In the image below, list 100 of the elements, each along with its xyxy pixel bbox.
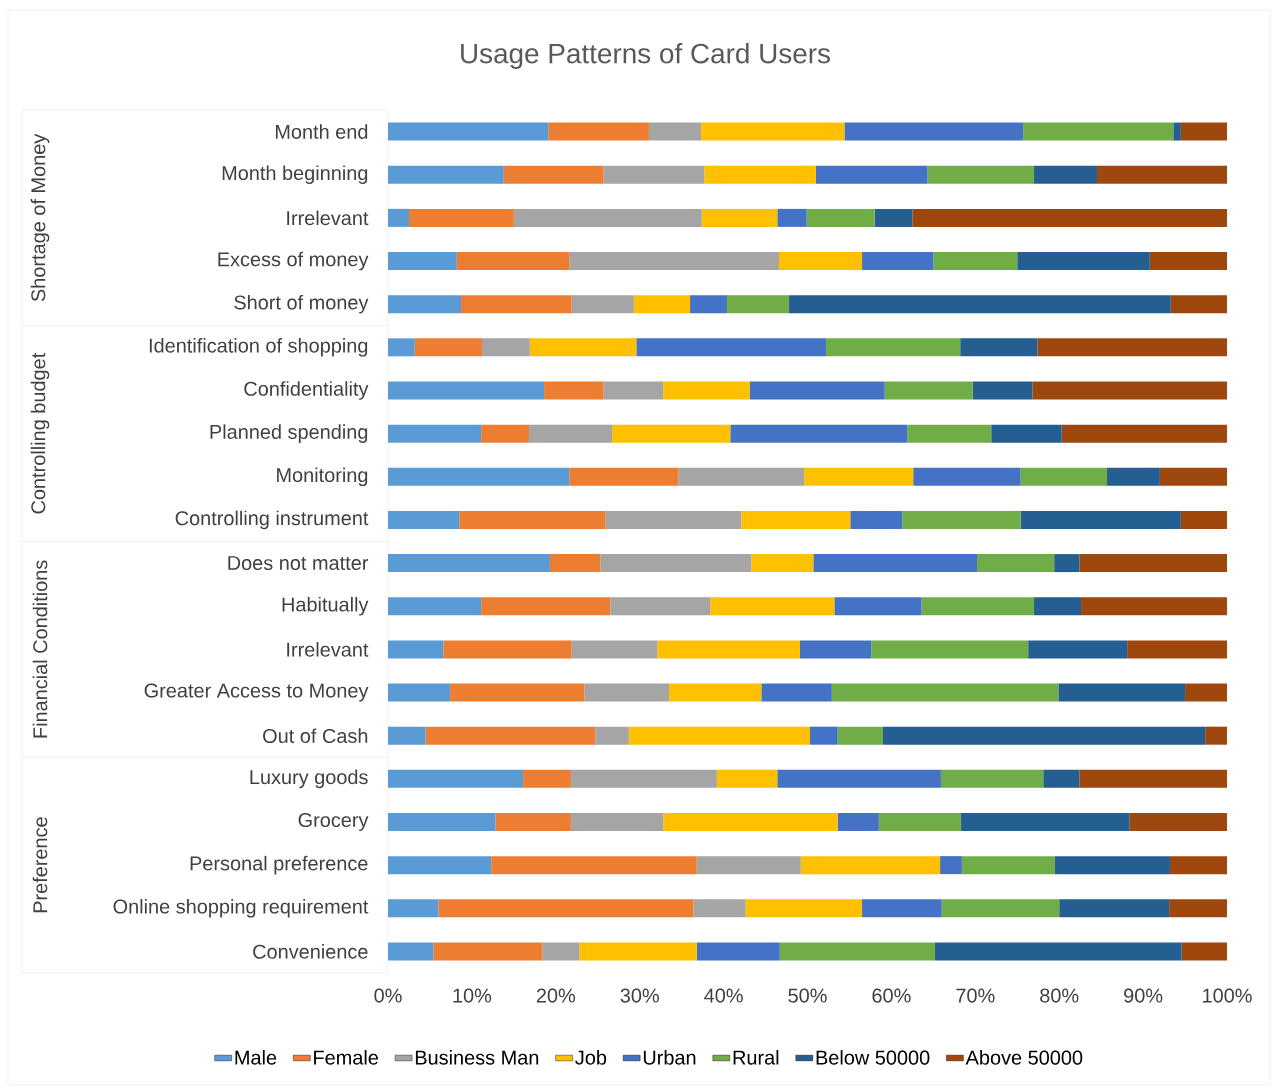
bar — [450, 683, 585, 702]
y-tick-label: Online shopping requirement — [113, 899, 369, 918]
legend-label: Below 50000 — [816, 1050, 930, 1065]
legend-label: Female — [314, 1050, 378, 1065]
bar — [1058, 683, 1186, 702]
bar — [883, 726, 1206, 745]
bar — [696, 942, 780, 961]
y-tick-label: Irrelevant — [287, 210, 369, 226]
bar — [834, 597, 922, 616]
bar — [1180, 122, 1228, 141]
bar — [570, 812, 664, 831]
bar — [696, 856, 801, 875]
bar — [408, 208, 514, 227]
bar — [1185, 683, 1228, 702]
bar — [815, 165, 928, 184]
bar — [481, 338, 530, 357]
bar — [862, 252, 934, 271]
bar — [761, 683, 832, 702]
bar — [701, 208, 778, 227]
bar — [388, 165, 504, 184]
bar — [927, 165, 1035, 184]
y-tick-label: Confidentiality — [244, 381, 369, 400]
bar — [481, 424, 529, 443]
bar — [884, 381, 973, 400]
bar — [878, 812, 962, 831]
bar — [940, 769, 1044, 788]
bar — [542, 942, 580, 961]
bar — [933, 252, 1018, 271]
x-tick-label: 20% — [536, 988, 576, 1003]
bar — [633, 295, 691, 314]
x-tick-label: 30% — [620, 988, 659, 1003]
x-tick-label: 60% — [872, 988, 911, 1003]
bar — [700, 122, 845, 141]
bar — [584, 683, 670, 702]
bar — [745, 899, 863, 918]
bar — [871, 640, 1029, 659]
legend-label: Job — [575, 1050, 607, 1065]
x-tick-label: 70% — [956, 988, 995, 1003]
bar — [1107, 467, 1160, 486]
bar — [1079, 554, 1228, 573]
bar — [778, 252, 863, 271]
bar — [806, 208, 875, 227]
bar — [935, 942, 1182, 961]
bar — [690, 295, 727, 314]
bar — [741, 510, 851, 529]
bar — [461, 295, 572, 314]
bar — [1017, 252, 1150, 271]
bar — [779, 942, 936, 961]
bar — [595, 726, 629, 745]
x-tick-label: 90% — [1124, 988, 1163, 1003]
bar — [571, 640, 658, 659]
bar — [571, 295, 634, 314]
bar — [1023, 122, 1174, 141]
bar — [1159, 467, 1228, 486]
bar — [663, 381, 750, 400]
bar — [710, 597, 835, 616]
bar — [1205, 726, 1228, 745]
bar — [693, 899, 746, 918]
y-tick-label: Controlling instrument — [175, 510, 369, 530]
bar — [940, 856, 962, 875]
bar — [1096, 165, 1228, 184]
bar — [388, 467, 570, 486]
bar — [425, 726, 596, 745]
bar — [388, 381, 545, 400]
bar — [1081, 597, 1228, 616]
text: Shortage of Money — [30, 133, 50, 302]
x-tick-label: 0% — [374, 988, 402, 1003]
y-tick-label: Luxury goods — [250, 769, 368, 789]
chart-title: Usage Patterns of Card Users — [461, 43, 830, 69]
y-tick-label: Irrelevant — [287, 642, 369, 657]
bar — [648, 122, 701, 141]
y-tick-label: Planned spending — [210, 424, 368, 443]
bar — [1127, 640, 1228, 659]
legend-label: Above 50000 — [965, 1050, 1083, 1065]
bar — [972, 381, 1033, 400]
bar — [921, 597, 1035, 616]
bar — [491, 856, 697, 875]
bar — [1028, 640, 1128, 659]
bar — [1059, 899, 1170, 918]
legend-label: Urban — [643, 1050, 696, 1065]
bar — [628, 726, 811, 745]
x-tick-label: 50% — [788, 988, 827, 1003]
bar — [523, 769, 571, 788]
bar — [874, 208, 913, 227]
bar — [1169, 899, 1228, 918]
y-tick-label: Identification of shopping — [149, 338, 368, 357]
bar — [605, 510, 742, 529]
bar — [1020, 467, 1108, 486]
y-tick-label: Month beginning — [222, 165, 368, 185]
y-tick-label: Excess of money — [218, 251, 369, 271]
bar — [388, 597, 482, 616]
bar — [1180, 510, 1228, 529]
bar — [388, 856, 492, 875]
bar — [388, 899, 439, 918]
bar — [726, 295, 790, 314]
bar — [443, 640, 572, 659]
bar — [716, 769, 778, 788]
text: Financial Conditions — [32, 560, 48, 738]
bar — [810, 726, 838, 745]
bar — [1149, 252, 1228, 271]
